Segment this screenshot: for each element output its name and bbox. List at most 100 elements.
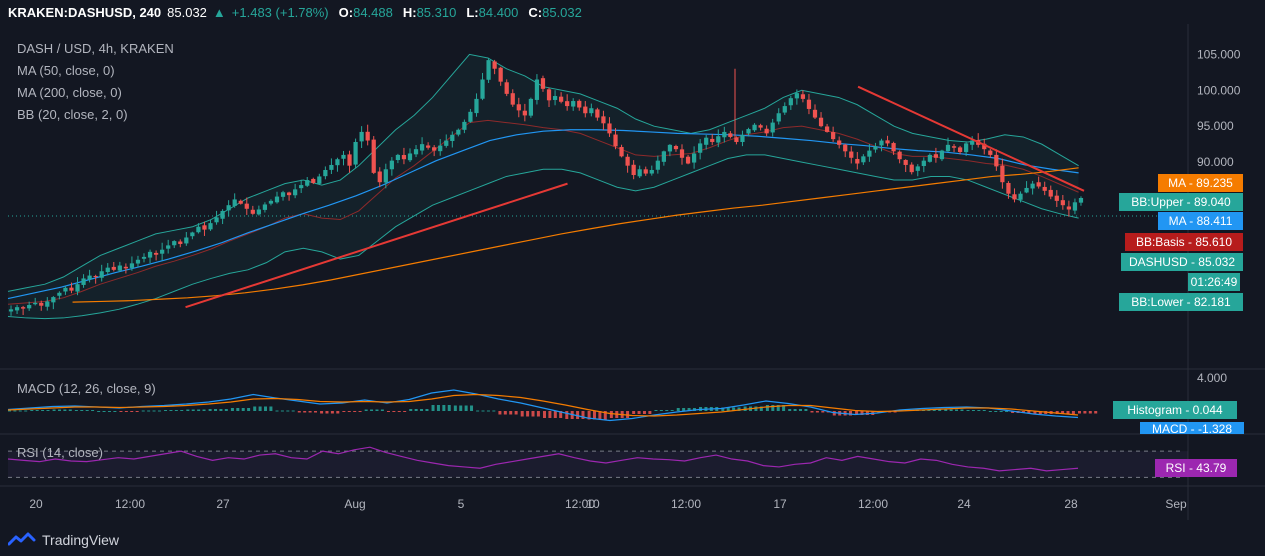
- y-tick-label: 100.000: [1197, 83, 1241, 97]
- macd-histogram-bar: [632, 411, 636, 414]
- candle-body: [776, 113, 781, 122]
- candle-body: [691, 153, 697, 163]
- macd-histogram-bar: [1038, 411, 1042, 414]
- macd-histogram-bar: [514, 411, 518, 415]
- macd-histogram-bar: [124, 411, 128, 412]
- histogram-label-box: [1113, 401, 1237, 419]
- macd-histogram-bar: [224, 409, 228, 411]
- macd-histogram-bar: [202, 409, 206, 411]
- candle-body: [178, 241, 183, 244]
- legend-ma200[interactable]: MA (200, close, 0): [17, 85, 122, 100]
- candle-body: [262, 204, 268, 210]
- moving-averages: [7, 129, 1079, 303]
- macd-histogram-bar: [1078, 411, 1081, 414]
- candle-body: [69, 287, 74, 291]
- price-scale-labels: MA - 89.235 BB:Upper - 89.040 MA - 88.411 B…: [1119, 174, 1243, 311]
- candle-body: [722, 131, 727, 138]
- y-tick-label: 95.000: [1197, 119, 1234, 133]
- macd-histogram-bar: [536, 411, 540, 417]
- macd-line: [7, 389, 1079, 422]
- macd-histogram-bar: [447, 405, 451, 411]
- axes: 105.000100.00095.00090.00070.0002012:002…: [29, 47, 1240, 511]
- rsi-legend[interactable]: RSI (14, close): [17, 445, 103, 460]
- candle-body: [552, 96, 558, 100]
- macd-histogram-bar: [1027, 411, 1031, 413]
- histogram-label-text: Histogram - 0.044: [1127, 403, 1223, 417]
- candle-body: [87, 275, 92, 280]
- macd-histogram-bar: [732, 407, 736, 411]
- macd-histogram-bar: [726, 407, 730, 411]
- macd-histogram-bar: [264, 406, 268, 411]
- macd-histogram-bar: [531, 411, 535, 417]
- signal-line: [7, 393, 1079, 417]
- candle-body: [280, 192, 286, 197]
- candle-body: [595, 109, 600, 118]
- candle-body: [153, 252, 159, 255]
- macd-histogram-bar: [509, 411, 513, 415]
- candle-body: [679, 149, 685, 158]
- macd-histogram-bar: [503, 411, 507, 415]
- candle-body: [293, 189, 298, 196]
- macd-histogram-bar: [815, 411, 819, 413]
- candle-body: [812, 109, 818, 118]
- brand-name: TradingView: [42, 532, 120, 548]
- macd-histogram-bar: [665, 410, 669, 411]
- candle-body: [782, 106, 787, 113]
- rsi-line: [7, 446, 1079, 472]
- macd-histogram-bar: [303, 411, 307, 413]
- macd-histogram-bar: [13, 410, 17, 412]
- ma200-line: [72, 167, 1079, 303]
- macd-histogram-bar: [420, 409, 424, 411]
- candle-body: [855, 158, 860, 164]
- price-label-box: [1158, 212, 1243, 230]
- macd-histogram-bar: [258, 406, 262, 411]
- macd-histogram-bar: [35, 410, 39, 411]
- bb-lower-line: [7, 154, 1079, 320]
- macd-histogram-bar: [107, 411, 111, 412]
- candle-body: [1030, 183, 1035, 189]
- candle-body: [873, 146, 878, 150]
- candle-body: [160, 249, 165, 254]
- candle-body: [232, 199, 237, 206]
- macd-histogram-bar: [308, 411, 312, 413]
- macd-histogram-bar: [330, 411, 334, 414]
- macd-histogram-bar: [587, 411, 591, 420]
- macd-histogram-bar: [1005, 411, 1009, 412]
- macd-histogram-bar: [375, 409, 379, 411]
- candle-body: [571, 101, 576, 107]
- macd-histogram-bar: [754, 406, 758, 411]
- trendline: [185, 182, 568, 309]
- candle-body: [341, 154, 346, 159]
- macd-histogram-bar: [932, 409, 936, 411]
- candle-body: [558, 96, 564, 102]
- macd-legend[interactable]: MACD (12, 26, close, 9): [17, 381, 156, 396]
- legend-ma50[interactable]: MA (50, close, 0): [17, 63, 115, 78]
- price-chart[interactable]: 4.000 Histogram - 0.044 MACD - -1.328 RSI …: [0, 0, 1265, 528]
- footer-brand[interactable]: TradingView: [8, 528, 119, 552]
- macd-histogram-bar: [247, 408, 251, 411]
- macd-histogram-bar: [135, 411, 139, 412]
- macd-histogram-bar: [982, 410, 986, 411]
- macd-histogram-bar: [860, 411, 864, 415]
- symbol-name[interactable]: KRAKEN:DASHUSD, 240: [8, 4, 162, 20]
- macd-histogram-bar: [325, 411, 329, 414]
- candle-body: [704, 137, 709, 145]
- candle-body: [800, 94, 806, 99]
- candle-body: [413, 149, 419, 155]
- candle-body: [879, 140, 884, 146]
- price-label-box: [1121, 253, 1243, 271]
- candle-body: [522, 110, 527, 116]
- macd-histogram-bar: [208, 409, 212, 411]
- price-label-text: 01:26:49: [1191, 275, 1238, 289]
- x-tick-label: 24: [957, 497, 971, 511]
- y-tick-label: 90.000: [1197, 155, 1234, 169]
- last-price: 85.032: [167, 4, 207, 20]
- macd-histogram-bar: [102, 411, 106, 412]
- candle-body: [843, 144, 848, 152]
- trendlines[interactable]: [185, 85, 1085, 309]
- macd-histogram-bar: [788, 409, 792, 411]
- legend-bb[interactable]: BB (20, close, 2, 0): [17, 107, 128, 122]
- macd-histogram-bar: [24, 410, 28, 412]
- candle-body: [698, 143, 703, 153]
- macd-histogram-bar: [520, 411, 524, 417]
